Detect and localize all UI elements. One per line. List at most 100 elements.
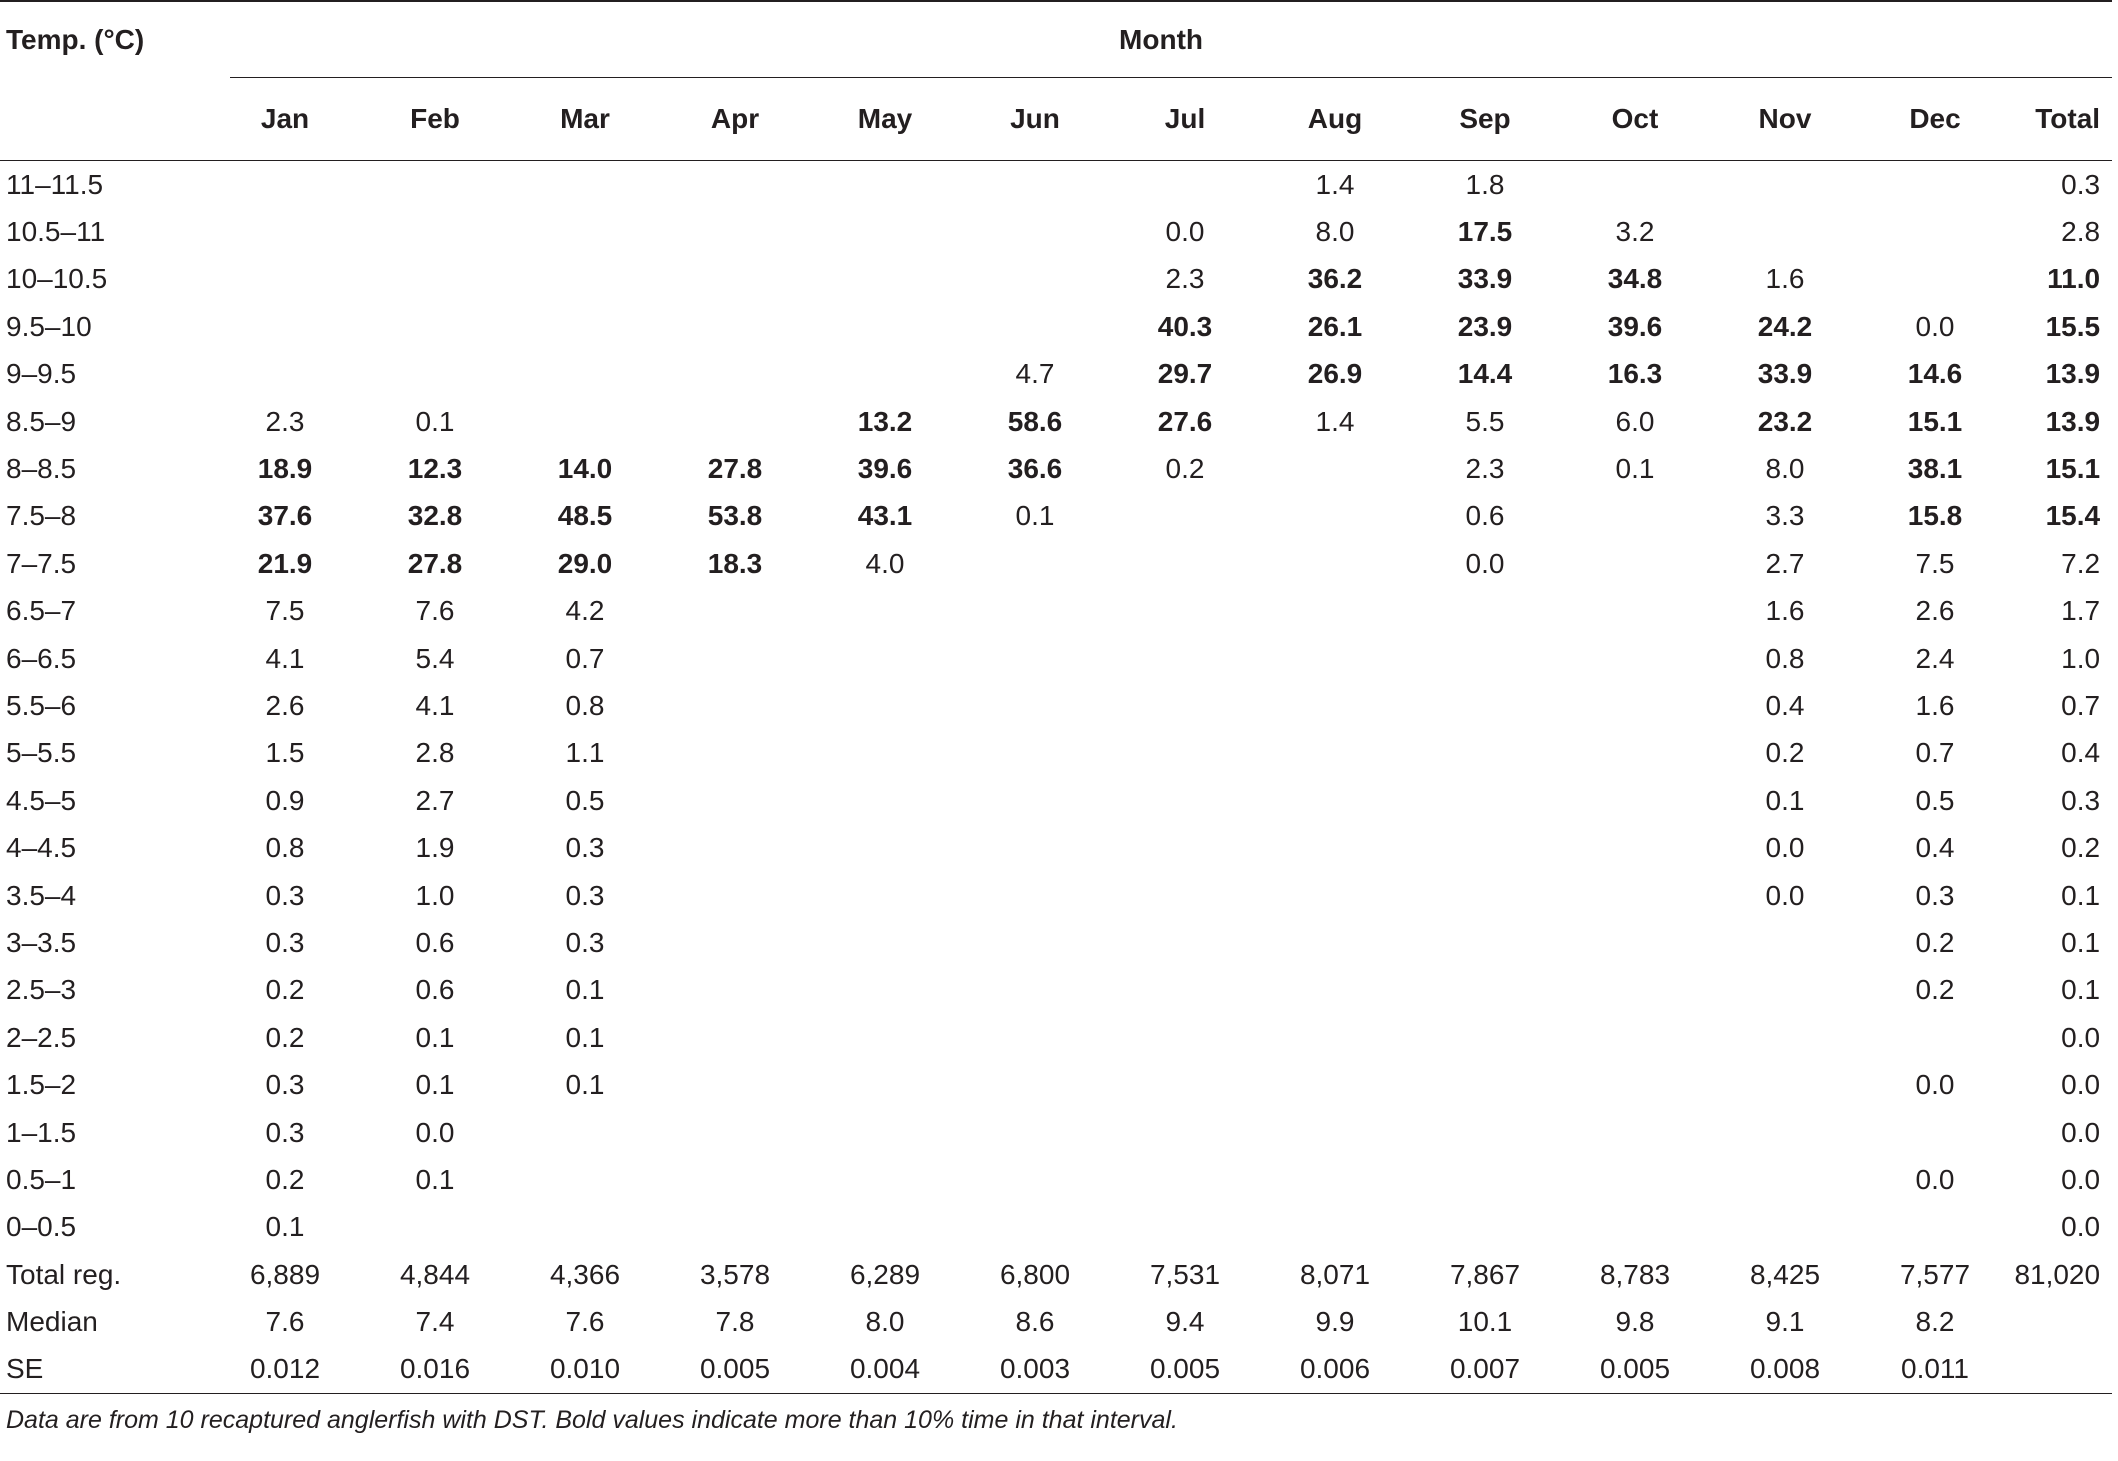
month-cell: [960, 1109, 1110, 1156]
month-cell: 8,071: [1299, 1258, 1371, 1290]
month-cell: [1860, 1204, 2010, 1251]
month-cell: [660, 682, 810, 729]
month-cell: [960, 208, 1110, 255]
month-cell: 14.4: [1457, 358, 1513, 390]
month-cell: [810, 303, 960, 350]
month-cell: [1260, 824, 1410, 871]
table-row: 1–1.5 0.3 0.0 0.0: [0, 1109, 2112, 1156]
month-cell: [1110, 777, 1260, 824]
month-cell: 14.6: [1907, 358, 1963, 390]
month-cell: 36.2: [1307, 263, 1363, 295]
month-cell: 7,577: [1899, 1258, 1971, 1290]
month-cell: [1110, 919, 1260, 966]
month-cell: [810, 1156, 960, 1203]
total-cell: [2010, 1298, 2112, 1345]
month-cell: 7.6: [265, 1306, 305, 1338]
month-cell: 1.4: [1315, 168, 1355, 200]
total-cell: 0.7: [2061, 689, 2101, 721]
table-row: 7.5–8 37.6 32.8 48.5 53.8 43.1 0.1 0.6 3.3 15.8 15…: [0, 493, 2112, 540]
month-cell: [1410, 919, 1560, 966]
month-cell: [1110, 682, 1260, 729]
month-cell: [1560, 919, 1710, 966]
total-cell: 0.4: [2061, 737, 2101, 769]
month-cell: [1710, 919, 1860, 966]
table-row: 10–10.5 2.3 36.2 33.9 34.8 1.6 11.0: [0, 256, 2112, 303]
month-cell: [510, 161, 660, 209]
month-cell: [210, 256, 360, 303]
total-cell: 15.1: [2045, 453, 2101, 485]
row-label: 0.5–1: [6, 1163, 77, 1195]
month-cell: 0.9: [265, 784, 305, 816]
month-cell: [210, 208, 360, 255]
row-label: 7–7.5: [6, 547, 77, 579]
month-cell: 8.0: [1315, 216, 1355, 248]
month-cell: [1410, 1109, 1560, 1156]
month-cell: 1.4: [1315, 405, 1355, 437]
month-cell: [810, 1014, 960, 1061]
month-cell: 0.1: [415, 1163, 455, 1195]
month-cell: [810, 919, 960, 966]
month-cell: [1560, 730, 1710, 777]
month-cell: 0.4: [1915, 832, 1955, 864]
month-cell: [960, 1204, 1110, 1251]
total-cell: 81,020: [2014, 1258, 2101, 1290]
month-cell: [1560, 1014, 1710, 1061]
month-cell: [810, 588, 960, 635]
month-cell: [1260, 588, 1410, 635]
month-cell: [960, 1014, 1110, 1061]
table-row: 6–6.5 4.1 5.4 0.7 0.8 2.4 1.0: [0, 635, 2112, 682]
month-cell: 0.0: [1165, 216, 1205, 248]
month-cell: [810, 730, 960, 777]
month-cell: [1410, 967, 1560, 1014]
month-cell: [960, 824, 1110, 871]
month-cell: 0.3: [565, 879, 605, 911]
column-header-jun: Jun: [960, 78, 1110, 161]
row-label: 6–6.5: [6, 642, 77, 674]
month-cell: [660, 967, 810, 1014]
column-header-total: Total: [2010, 78, 2113, 161]
month-cell: 0.3: [565, 926, 605, 958]
month-cell: 1.8: [1465, 168, 1505, 200]
month-cell: 14.0: [557, 453, 613, 485]
table-row: 5–5.5 1.5 2.8 1.1 0.2 0.7 0.4: [0, 730, 2112, 777]
month-cell: 0.012: [210, 1345, 360, 1395]
month-cell: [1110, 824, 1260, 871]
month-cell: 18.3: [707, 547, 763, 579]
month-cell: [360, 208, 510, 255]
month-cell: [1110, 1014, 1260, 1061]
month-cell: [510, 351, 660, 398]
month-cell: [1410, 1204, 1560, 1251]
month-cell: 0.1: [1765, 784, 1805, 816]
month-cell: [1560, 635, 1710, 682]
month-cell: 27.8: [407, 547, 463, 579]
month-cell: 0.1: [565, 1069, 605, 1101]
month-cell: 10.1: [1457, 1306, 1513, 1338]
month-cell: 3.3: [1765, 500, 1805, 532]
month-cell: 2.8: [415, 737, 455, 769]
month-cell: [1710, 1156, 1860, 1203]
month-cell: [660, 777, 810, 824]
month-cell: [1260, 730, 1410, 777]
month-cell: 1.6: [1765, 263, 1805, 295]
table-row: 8–8.5 18.9 12.3 14.0 27.8 39.6 36.6 0.2 2.3 0.1 8.…: [0, 445, 2112, 492]
table-row: 10.5–11 0.0 8.0 17.5 3.2 2.8: [0, 208, 2112, 255]
month-cell: [510, 256, 660, 303]
month-cell: [1260, 682, 1410, 729]
month-cell: [660, 1061, 810, 1108]
month-cell: [1260, 777, 1410, 824]
month-cell: 0.5: [565, 784, 605, 816]
month-cell: 37.6: [257, 500, 313, 532]
month-cell: 39.6: [857, 453, 913, 485]
month-cell: [960, 303, 1110, 350]
month-cell: [1410, 1156, 1560, 1203]
month-cell: [1560, 540, 1710, 587]
month-cell: 4,366: [549, 1258, 621, 1290]
month-cell: [1260, 540, 1410, 587]
table-row: SE 0.012 0.016 0.010 0.005 0.004 0.003 0.005 0.0…: [0, 1345, 2113, 1395]
month-cell: [1110, 493, 1260, 540]
month-cell: [510, 208, 660, 255]
month-cell: 0.1: [565, 1021, 605, 1053]
table-body: 11–11.5 1.4 1.8 0.3 10.5–11 0.0 8.0 17.5 3.2 2.8 1…: [0, 161, 2113, 1395]
table-row: Median 7.6 7.4 7.6 7.8 8.0 8.6 9.4 9.9 10.1 9.8 9.1…: [0, 1298, 2112, 1345]
month-cell: 33.9: [1457, 263, 1513, 295]
